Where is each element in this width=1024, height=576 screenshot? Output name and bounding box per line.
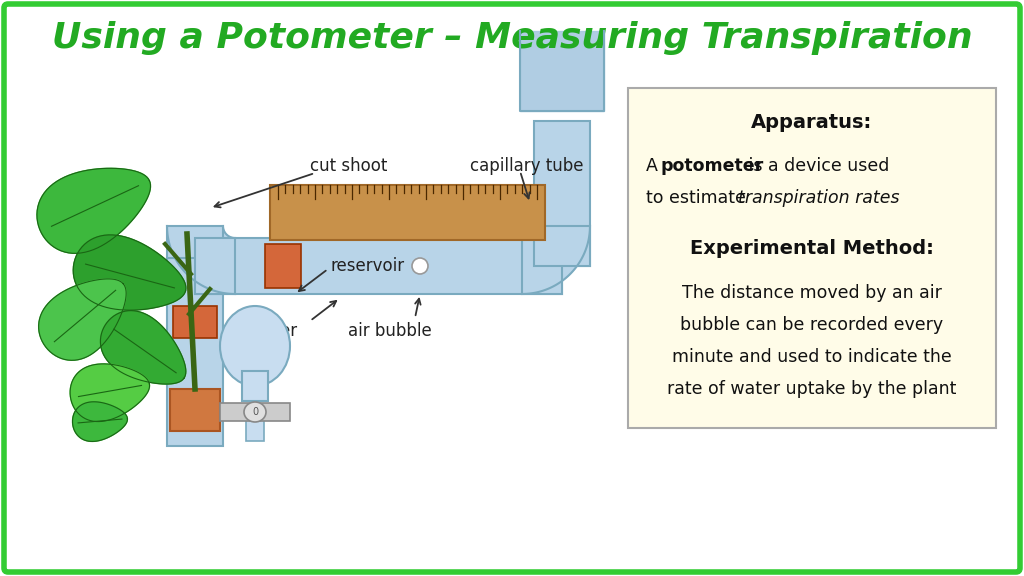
Polygon shape xyxy=(73,402,127,441)
Bar xyxy=(170,389,220,431)
Text: Using a Potometer – Measuring Transpiration: Using a Potometer – Measuring Transpirat… xyxy=(51,21,973,55)
Polygon shape xyxy=(37,168,151,253)
FancyBboxPatch shape xyxy=(4,4,1020,572)
Bar xyxy=(534,121,590,266)
Text: ruler: ruler xyxy=(258,322,298,340)
Text: is a device used: is a device used xyxy=(743,157,890,175)
Bar xyxy=(242,371,268,401)
Text: Experimental Method:: Experimental Method: xyxy=(690,238,934,257)
Polygon shape xyxy=(39,279,126,361)
Bar xyxy=(167,258,223,446)
Polygon shape xyxy=(167,226,234,294)
Text: reservoir: reservoir xyxy=(330,257,404,275)
FancyBboxPatch shape xyxy=(628,88,996,428)
Bar xyxy=(220,403,290,421)
Bar xyxy=(195,238,234,294)
Circle shape xyxy=(412,258,428,274)
Text: cut shoot: cut shoot xyxy=(310,157,387,175)
Text: A: A xyxy=(646,157,664,175)
Polygon shape xyxy=(71,364,150,422)
Text: bubble can be recorded every: bubble can be recorded every xyxy=(680,316,943,334)
Text: air bubble: air bubble xyxy=(348,322,432,340)
Bar xyxy=(265,244,301,288)
Ellipse shape xyxy=(220,306,290,386)
Text: potometer: potometer xyxy=(662,157,764,175)
Bar xyxy=(534,226,590,266)
Text: capillary tube: capillary tube xyxy=(470,157,584,175)
Text: The distance moved by an air: The distance moved by an air xyxy=(682,284,942,302)
Polygon shape xyxy=(520,31,604,111)
Bar xyxy=(173,306,217,338)
Bar xyxy=(167,226,223,258)
Text: transpiration rates: transpiration rates xyxy=(738,189,899,207)
Text: rate of water uptake by the plant: rate of water uptake by the plant xyxy=(668,380,956,398)
Text: to estimate: to estimate xyxy=(646,189,752,207)
Text: minute and used to indicate the: minute and used to indicate the xyxy=(672,348,952,366)
Polygon shape xyxy=(74,235,186,310)
Polygon shape xyxy=(522,226,590,294)
Text: Apparatus:: Apparatus: xyxy=(752,113,872,132)
Bar xyxy=(522,238,562,294)
Ellipse shape xyxy=(244,402,266,422)
Polygon shape xyxy=(100,310,185,384)
Text: 0: 0 xyxy=(252,407,258,417)
Bar xyxy=(270,185,545,240)
Bar xyxy=(246,416,264,441)
Bar xyxy=(195,238,562,294)
